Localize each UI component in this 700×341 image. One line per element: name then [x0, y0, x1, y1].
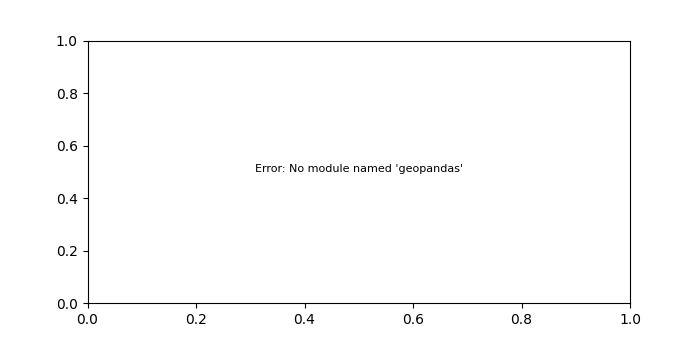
- Text: Error: No module named 'geopandas': Error: No module named 'geopandas': [255, 164, 463, 174]
